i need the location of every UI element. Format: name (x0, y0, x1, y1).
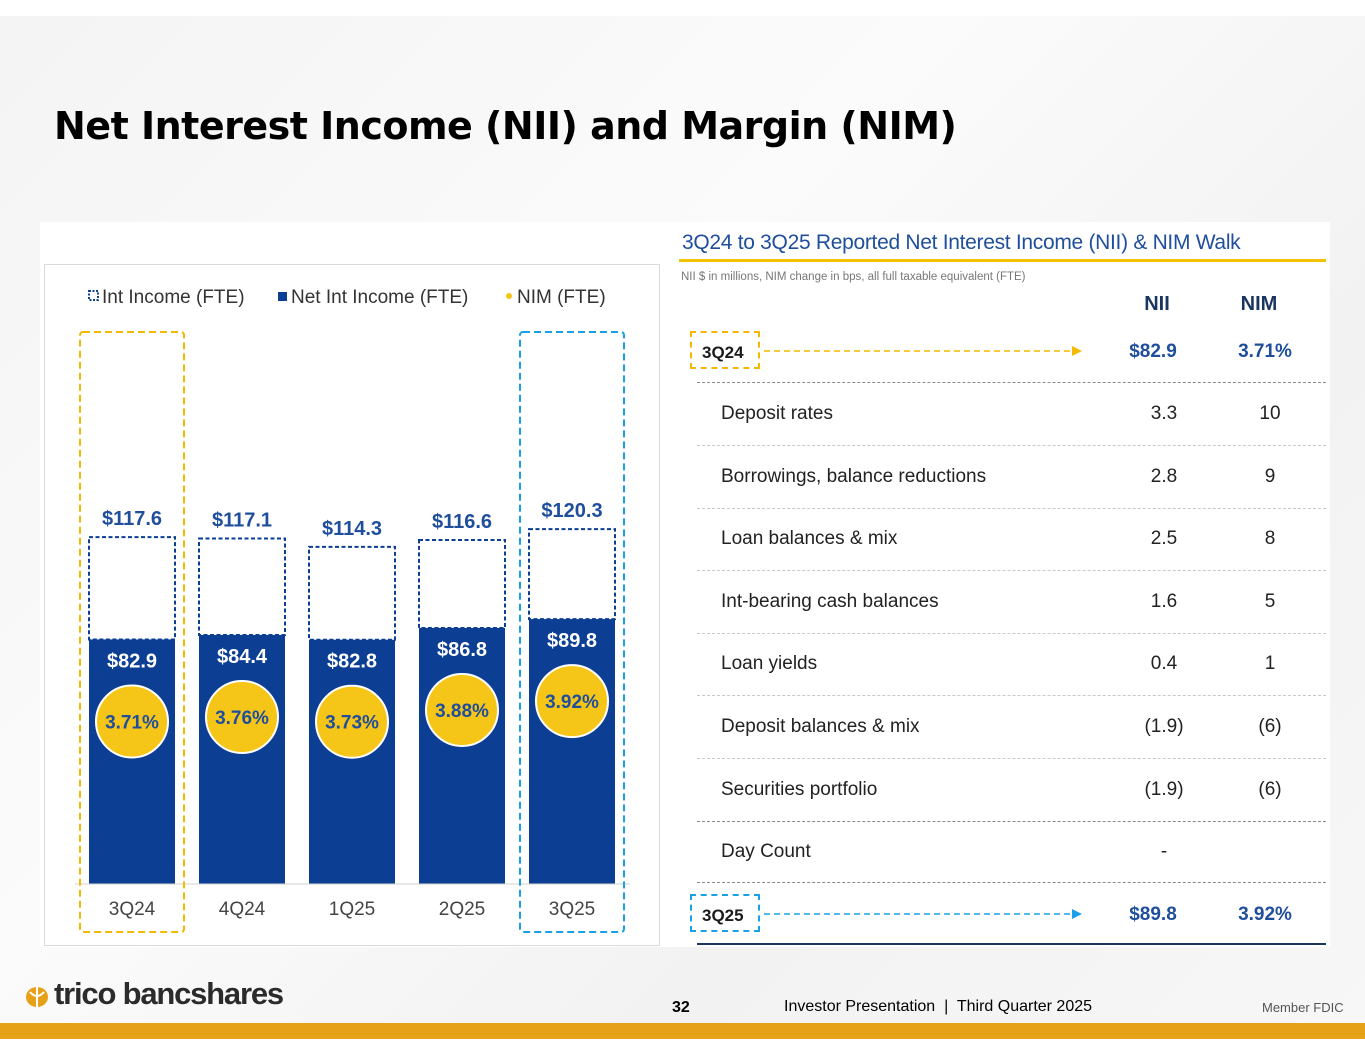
net-int-income-bar (199, 635, 285, 884)
walk-row-nii: 2.5 (1150, 528, 1178, 550)
net-int-income-label: $82.8 (327, 651, 377, 673)
int-income-label: $116.6 (432, 511, 492, 533)
start-nim-value: 3.71% (1238, 341, 1292, 362)
logo-text: trico bancshares (54, 976, 284, 1011)
walk-bottom-rule (697, 943, 1326, 945)
nim-marker (205, 680, 279, 755)
member-fdic: Member FDIC (1262, 1000, 1344, 1015)
nii-column-header: NII (1144, 293, 1170, 315)
net-int-income-label: $89.8 (547, 630, 597, 652)
legend-swatch-nim (506, 293, 512, 299)
walk-title-rule (679, 259, 1326, 262)
legend-net-int-income: Net Int Income (FTE) (291, 287, 468, 308)
nim-label: 3.73% (325, 713, 379, 734)
walk-row-nim: (6) (1258, 716, 1282, 737)
walk-row-label: Loan balances & mix (721, 528, 898, 550)
nii-nim-chart: Int Income (FTE) Net Int Income (FTE) NIM … (44, 264, 660, 946)
int-income-bar (88, 536, 176, 641)
net-int-income-label: $86.8 (437, 639, 487, 661)
nim-marker (535, 664, 609, 739)
highlight-box-start (79, 331, 185, 933)
walk-row-nim: 9 (1264, 465, 1276, 487)
footer-bar (0, 1023, 1365, 1039)
walk-row-nim: 10 (1259, 403, 1281, 424)
walk-row-label: Loan yields (721, 653, 818, 675)
x-axis-label: 3Q25 (549, 899, 595, 920)
walk-title: 3Q24 to 3Q25 Reported Net Interest Incom… (682, 231, 1241, 254)
net-int-income-bar (419, 627, 505, 884)
walk-subtitle: NII $ in millions, NIM change in bps, al… (681, 271, 1026, 283)
walk-row-nim: (6) (1258, 778, 1282, 800)
walk-row-label: Int-bearing cash balances (721, 590, 939, 612)
legend-nim: NIM (FTE) (517, 287, 606, 308)
walk-row-divider (697, 632, 1326, 634)
walk-row-nim: 5 (1264, 590, 1276, 612)
x-axis-label: 1Q25 (329, 899, 375, 920)
walk-row-nim: 1 (1264, 653, 1276, 675)
walk-row-divider (697, 758, 1326, 759)
end-nii-value: $89.8 (1129, 904, 1177, 925)
highlight-box-end (519, 331, 625, 933)
int-income-label: $117.1 (212, 510, 272, 532)
walk-row-nii: - (1160, 841, 1168, 863)
nim-label: 3.92% (545, 692, 599, 713)
nim-marker (95, 684, 169, 759)
walk-start-divider (697, 382, 1326, 383)
start-nii-value: $82.9 (1129, 341, 1177, 362)
walk-row-divider (697, 507, 1326, 509)
walk-end-divider (697, 882, 1326, 883)
page-number: 32 (672, 999, 690, 1016)
walk-row-label: Deposit balances & mix (721, 716, 920, 737)
logo-mark-icon (26, 987, 48, 1007)
walk-row-divider (697, 445, 1326, 446)
legend-int-income: Int Income (FTE) (102, 287, 245, 308)
start-arrow (764, 346, 1082, 356)
end-arrow (764, 909, 1082, 919)
walk-row-nii: (1.9) (1144, 716, 1184, 737)
slide-title: Net Interest Income (NII) and Margin (NI… (54, 104, 957, 148)
net-int-income-bar (529, 619, 615, 884)
chart-svg: Int Income (FTE) Net Int Income (FTE) NIM … (75, 287, 630, 933)
x-axis-label: 3Q24 (109, 899, 156, 920)
int-income-bar (418, 539, 506, 629)
legend-swatch-net-int-income (278, 292, 287, 301)
int-income-bar (528, 528, 616, 621)
nim-marker (425, 672, 499, 747)
walk-row-nii: 2.8 (1150, 465, 1178, 487)
net-int-income-bar (309, 639, 395, 884)
nim-column-header: NIM (1240, 293, 1278, 315)
net-int-income-label: $82.9 (107, 650, 157, 672)
walk-row-nii: 1.6 (1150, 590, 1178, 612)
walk-row-label: Deposit rates (721, 403, 833, 424)
walk-row-nim: 8 (1264, 528, 1276, 550)
walk-row-label: Securities portfolio (721, 778, 878, 800)
legend-swatch-int-income (88, 290, 99, 301)
footer-text: Investor Presentation | Third Quarter 20… (784, 998, 1093, 1015)
walk-row-label: Day Count (721, 841, 811, 863)
x-axis-label: 2Q25 (439, 899, 485, 920)
walk-row-divider (697, 820, 1326, 822)
walk-row-nii: (1.9) (1144, 778, 1184, 800)
walk-row-label: Borrowings, balance reductions (721, 465, 987, 487)
int-income-bar (308, 545, 396, 641)
nim-marker (315, 684, 389, 759)
walk-row-nii: 3.3 (1150, 403, 1178, 424)
start-quarter-box: 3Q24 (690, 331, 760, 369)
nim-label: 3.76% (215, 708, 269, 729)
x-axis-label: 4Q24 (219, 899, 266, 920)
int-income-label: $120.3 (541, 500, 602, 522)
end-quarter-box: 3Q25 (690, 894, 760, 932)
end-nim-value: 3.92% (1238, 904, 1292, 925)
int-income-bar (198, 537, 286, 637)
net-int-income-label: $84.4 (217, 646, 268, 668)
int-income-label: $114.3 (322, 518, 382, 540)
int-income-label: $117.6 (102, 508, 162, 530)
company-logo: trico bancshares (24, 976, 284, 1012)
nim-label: 3.88% (435, 701, 489, 722)
nim-label: 3.71% (105, 712, 159, 733)
walk-row-divider (697, 695, 1326, 697)
walk-row-divider (697, 570, 1326, 572)
walk-row-nii: 0.4 (1150, 653, 1178, 675)
net-int-income-bar (89, 639, 175, 884)
